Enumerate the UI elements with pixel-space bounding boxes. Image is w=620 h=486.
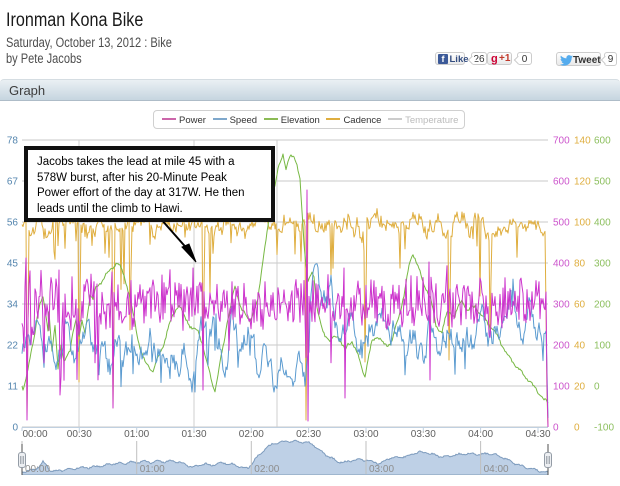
svg-text:-100: -100 [594,423,614,434]
svg-text:100: 100 [553,382,570,393]
svg-text:22: 22 [7,341,19,352]
svg-text:03:00: 03:00 [353,429,378,440]
svg-text:00:30: 00:30 [67,429,92,440]
svg-text:80: 80 [574,259,586,270]
svg-text:04:00: 04:00 [468,429,493,440]
svg-text:00:00: 00:00 [22,429,47,440]
svg-text:40: 40 [574,341,586,352]
svg-text:600: 600 [553,177,570,188]
svg-text:01:00: 01:00 [140,464,165,475]
svg-text:67: 67 [7,177,19,188]
svg-text:34: 34 [7,300,19,311]
svg-text:400: 400 [594,218,611,229]
svg-text:03:30: 03:30 [411,429,436,440]
svg-text:01:00: 01:00 [124,429,149,440]
svg-text:56: 56 [7,218,19,229]
svg-text:45: 45 [7,259,19,270]
svg-text:600: 600 [594,136,611,147]
svg-text:0: 0 [553,423,559,434]
svg-text:60: 60 [574,300,586,311]
svg-text:100: 100 [574,218,591,229]
svg-text:200: 200 [553,341,570,352]
svg-text:78: 78 [7,136,19,147]
svg-text:04:00: 04:00 [484,464,509,475]
svg-text:04:30: 04:30 [525,429,550,440]
svg-text:02:30: 02:30 [296,429,321,440]
svg-text:700: 700 [553,136,570,147]
svg-text:200: 200 [594,300,611,311]
svg-text:00:00: 00:00 [25,464,50,475]
svg-text:02:00: 02:00 [239,429,264,440]
svg-text:120: 120 [574,177,591,188]
svg-text:0: 0 [12,423,18,434]
svg-text:01:30: 01:30 [181,429,206,440]
svg-text:300: 300 [594,259,611,270]
svg-text:03:00: 03:00 [369,464,394,475]
svg-text:400: 400 [553,259,570,270]
svg-text:0: 0 [574,423,580,434]
svg-text:20: 20 [574,382,586,393]
svg-text:11: 11 [8,382,19,393]
svg-text:140: 140 [574,136,591,147]
svg-text:100: 100 [594,341,611,352]
svg-text:0: 0 [594,382,600,393]
svg-text:500: 500 [553,218,570,229]
svg-text:500: 500 [594,177,611,188]
svg-text:02:00: 02:00 [254,464,279,475]
svg-text:300: 300 [553,300,570,311]
